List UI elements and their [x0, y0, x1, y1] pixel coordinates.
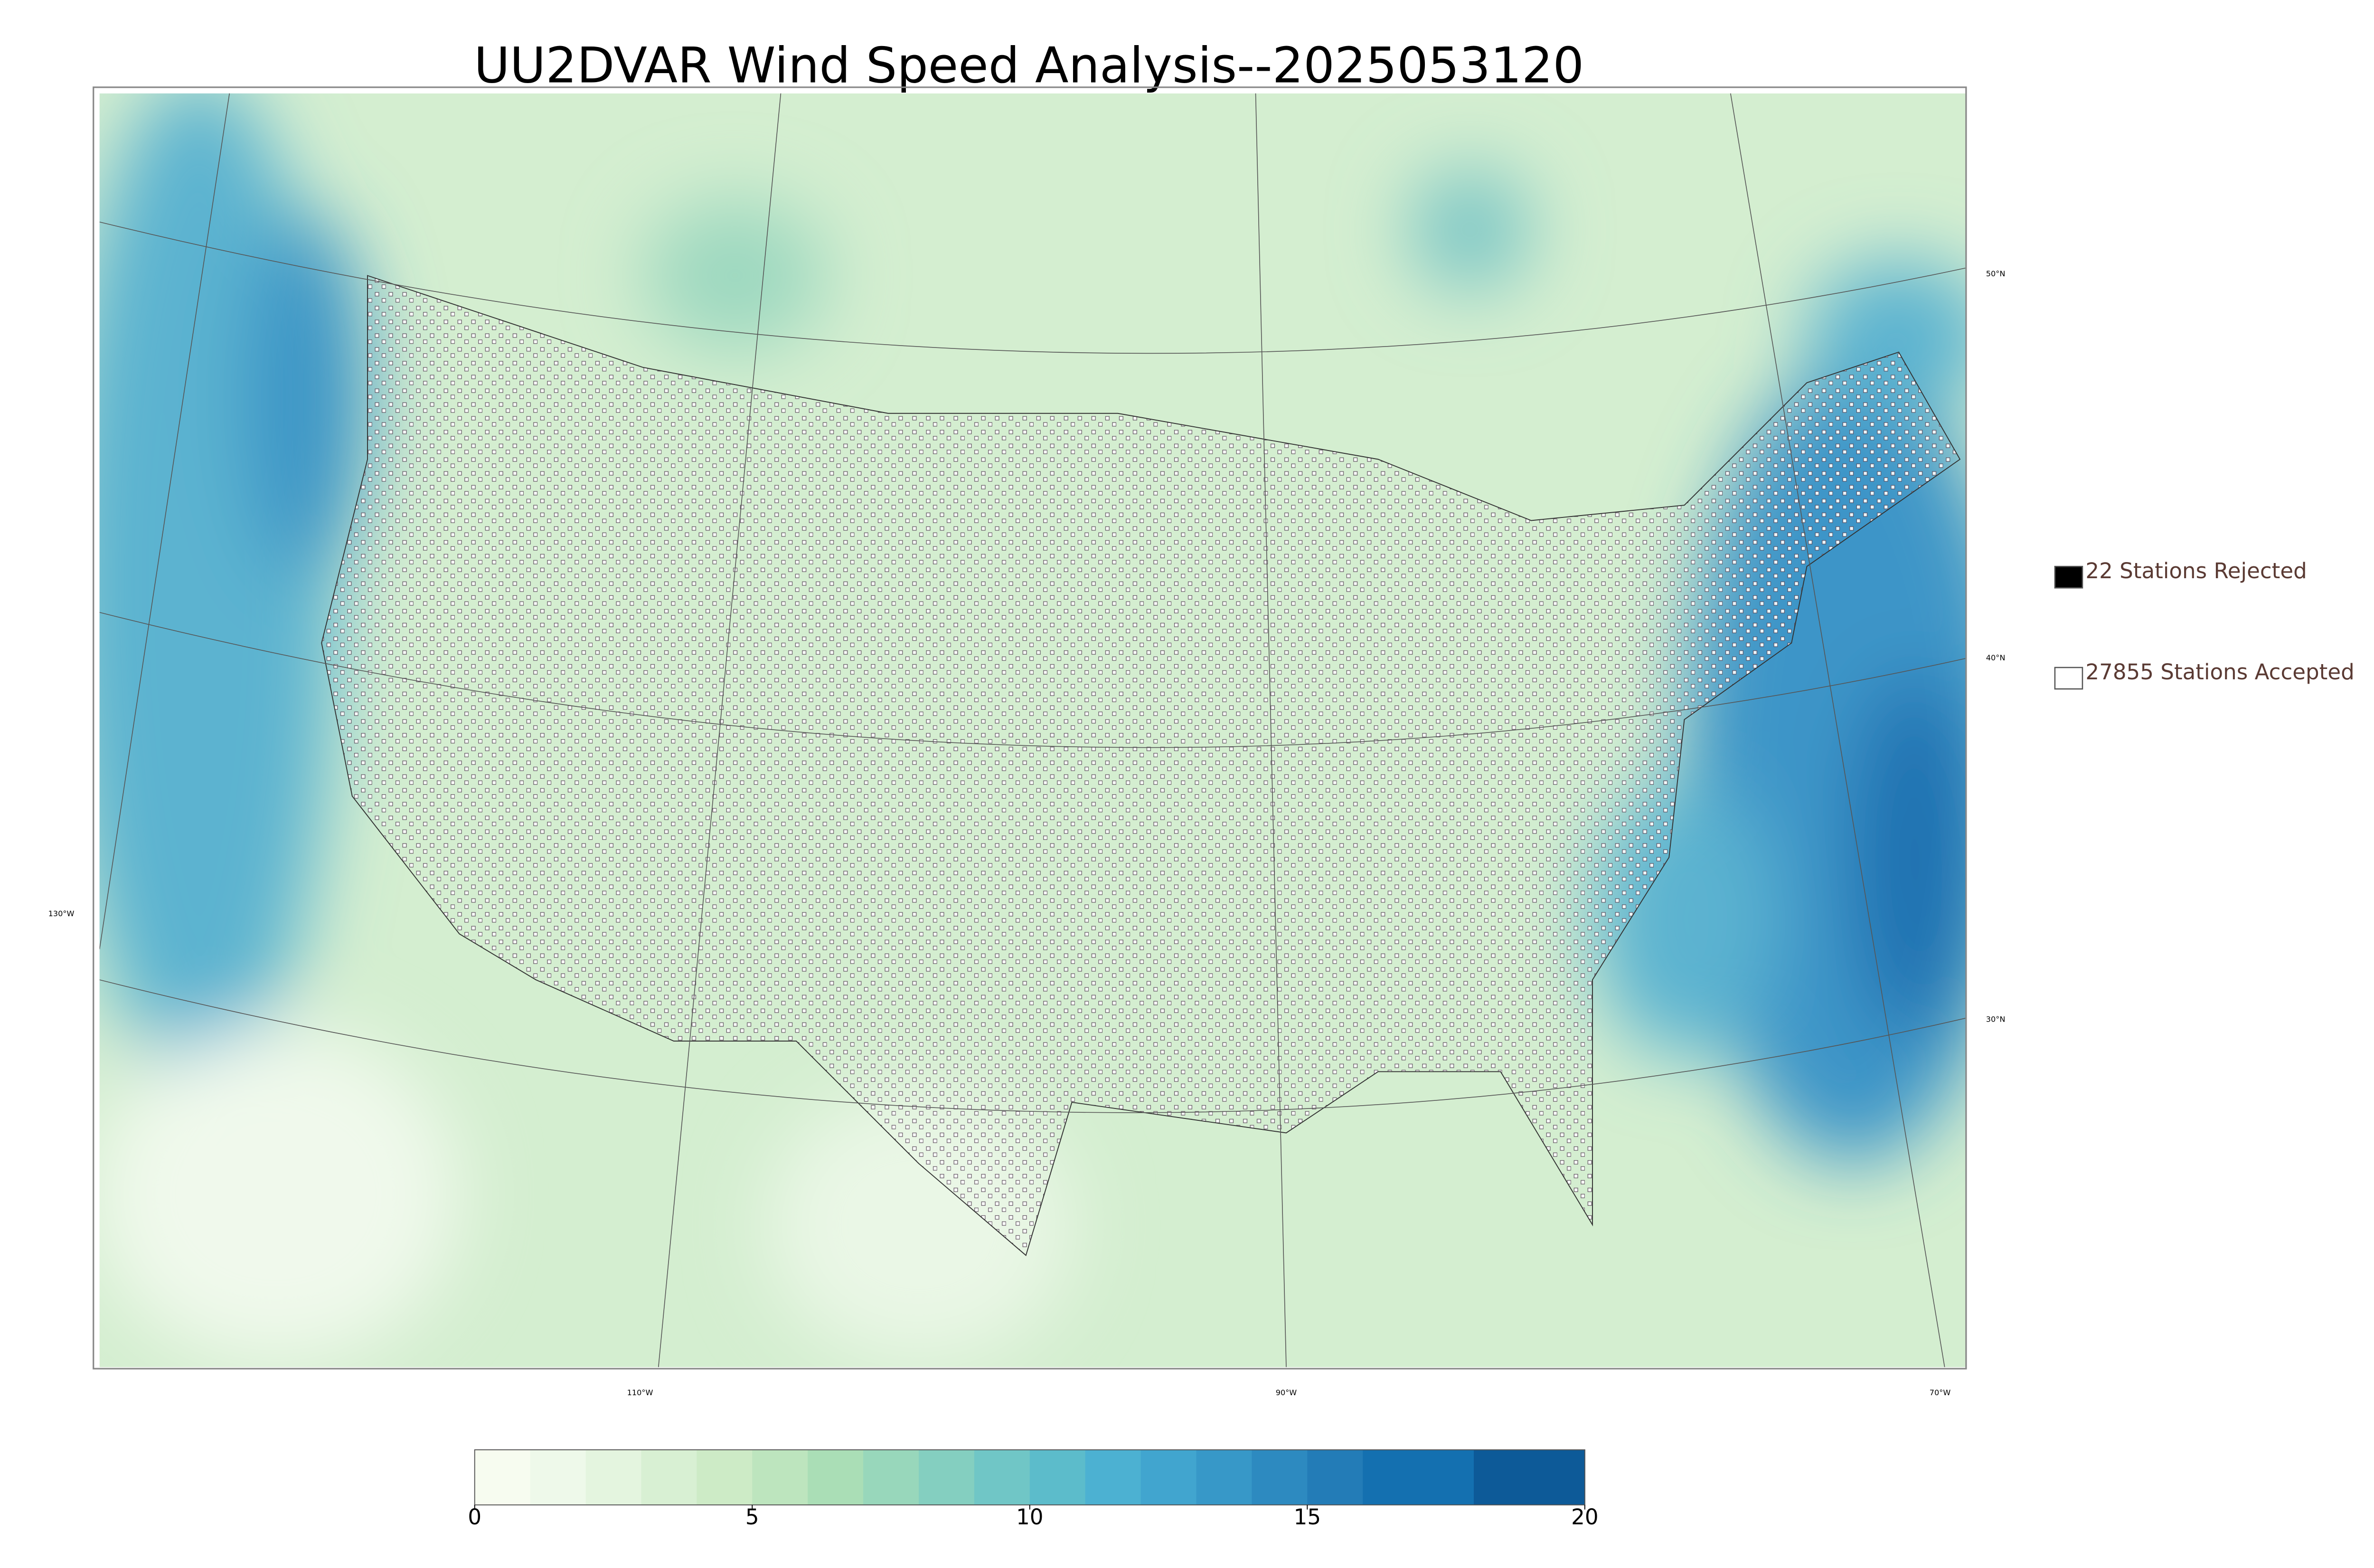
- colorbar-tick-label: 5: [745, 1504, 759, 1530]
- wind-field: [99, 93, 1966, 1367]
- map-frame: [93, 86, 1967, 1370]
- colorbar-bin: [1029, 1450, 1086, 1505]
- colorbar-bin: [808, 1450, 864, 1505]
- lat-label: 50°N: [1986, 269, 2006, 278]
- lat-label: 40°N: [1986, 653, 2006, 662]
- lon-label: 70°W: [1930, 1388, 1951, 1397]
- colorbar-bin: [1252, 1450, 1308, 1505]
- colorbar-bin: [474, 1450, 531, 1505]
- lat-label: 30°N: [1986, 1014, 2006, 1023]
- colorbar-tick-label: 15: [1294, 1504, 1321, 1530]
- legend-swatch: [2054, 667, 2083, 690]
- colorbar: 0 5 10 15 20: [468, 1449, 1599, 1530]
- colorbar-bin: [530, 1450, 586, 1505]
- colorbar-bin: [585, 1450, 642, 1505]
- lon-label: 90°W: [1276, 1388, 1297, 1397]
- colorbar-tick-label: 10: [1016, 1504, 1043, 1530]
- colorbar-bin: [1085, 1450, 1141, 1505]
- legend: 22 Stations Rejected 27855 Stations Accep…: [2054, 558, 2355, 690]
- colorbar-tick-label: 0: [468, 1504, 481, 1530]
- colorbar-tick-label: 20: [1571, 1504, 1598, 1530]
- colorbar-bin: [697, 1450, 753, 1505]
- lon-label: 110°W: [627, 1388, 653, 1397]
- graticule: [99, 93, 1966, 1367]
- legend-swatch: [2054, 565, 2083, 589]
- colorbar-bin: [1418, 1450, 1475, 1505]
- colorbar-bin: [641, 1450, 697, 1505]
- colorbar-bin: [1529, 1450, 1585, 1505]
- colorbar-bin: [752, 1450, 809, 1505]
- colorbar-bin: [1363, 1450, 1419, 1505]
- colorbar-bin: [1140, 1450, 1197, 1505]
- colorbar-bin: [1474, 1450, 1530, 1505]
- colorbar-bin: [974, 1450, 1030, 1505]
- legend-label: 27855 Stations Accepted: [2085, 659, 2354, 685]
- colorbar-bin: [863, 1450, 919, 1505]
- map-title: UU2DVAR Wind Speed Analysis--2025053120: [474, 37, 1584, 94]
- station-area: [321, 275, 1961, 1257]
- colorbar-bin: [918, 1450, 975, 1505]
- lon-label: 130°W: [48, 909, 75, 918]
- colorbar-bin: [1196, 1450, 1253, 1505]
- coordinate-labels: 50°N 40°N 30°N 130°W 110°W 90°W 70°W: [48, 269, 2006, 1397]
- legend-label: 22 Stations Rejected: [2085, 558, 2307, 583]
- colorbar-bin: [1307, 1450, 1364, 1505]
